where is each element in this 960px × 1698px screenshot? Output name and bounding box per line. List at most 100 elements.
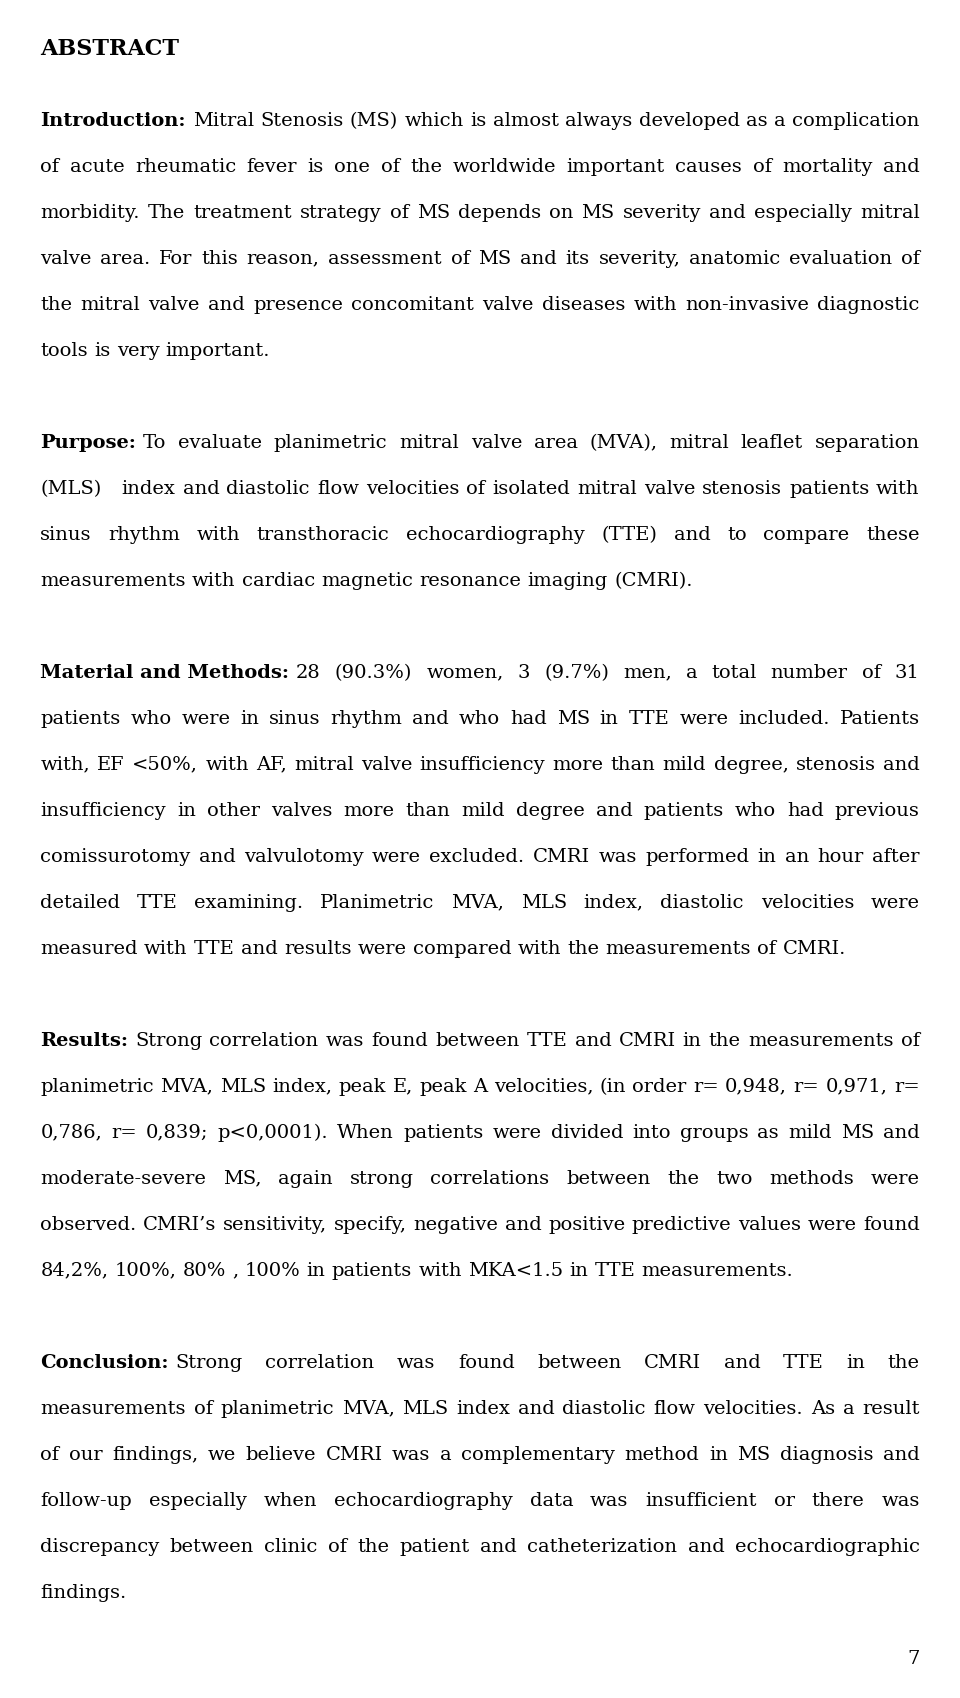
Text: Strong: Strong (135, 1032, 203, 1049)
Text: in: in (757, 847, 777, 866)
Text: complementary: complementary (461, 1445, 615, 1464)
Text: Stenosis: Stenosis (260, 112, 344, 129)
Text: correlation: correlation (265, 1353, 374, 1372)
Text: area.: area. (101, 250, 151, 268)
Text: were: were (357, 939, 407, 958)
Text: a: a (440, 1445, 451, 1464)
Text: of: of (40, 1445, 60, 1464)
Text: between: between (566, 1170, 651, 1187)
Text: 7: 7 (907, 1650, 920, 1667)
Text: p<0,0001).: p<0,0001). (218, 1124, 328, 1141)
Text: between: between (435, 1032, 519, 1049)
Text: fever: fever (247, 158, 298, 175)
Text: developed: developed (638, 112, 740, 129)
Text: its: its (565, 250, 589, 268)
Text: men,: men, (623, 664, 672, 681)
Text: leaflet: leaflet (741, 433, 803, 452)
Text: insufficiency: insufficiency (40, 801, 166, 820)
Text: result: result (862, 1399, 920, 1418)
Text: (CMRI).: (CMRI). (614, 572, 692, 589)
Text: index: index (456, 1399, 510, 1418)
Text: correlations: correlations (430, 1170, 549, 1187)
Text: with: with (197, 526, 240, 543)
Text: strong: strong (349, 1170, 414, 1187)
Text: rhythm: rhythm (108, 526, 180, 543)
Text: and: and (596, 801, 633, 820)
Text: (90.3%): (90.3%) (335, 664, 412, 681)
Text: MLS: MLS (220, 1078, 266, 1095)
Text: assessment: assessment (328, 250, 442, 268)
Text: For: For (159, 250, 193, 268)
Text: important: important (566, 158, 665, 175)
Text: after: after (873, 847, 920, 866)
Text: mitral: mitral (81, 295, 140, 314)
Text: negative: negative (413, 1216, 498, 1234)
Text: diagnosis: diagnosis (780, 1445, 874, 1464)
Text: total: total (711, 664, 756, 681)
Text: a: a (775, 112, 786, 129)
Text: as: as (757, 1124, 780, 1141)
Text: velocities,: velocities, (493, 1078, 593, 1095)
Text: MS: MS (737, 1445, 770, 1464)
Text: very: very (117, 341, 159, 360)
Text: rhythm: rhythm (330, 710, 402, 728)
Text: rheumatic: rheumatic (135, 158, 236, 175)
Text: was: was (881, 1491, 920, 1510)
Text: of: of (381, 158, 399, 175)
Text: treatment: treatment (193, 204, 292, 222)
Text: measurements: measurements (40, 572, 186, 589)
Text: CMRI: CMRI (325, 1445, 383, 1464)
Text: we: we (207, 1445, 236, 1464)
Text: of: of (757, 939, 777, 958)
Text: E,: E, (393, 1078, 413, 1095)
Text: When: When (337, 1124, 394, 1141)
Text: examining.: examining. (195, 893, 303, 912)
Text: echocardiographic: echocardiographic (734, 1538, 920, 1555)
Text: TTE: TTE (783, 1353, 824, 1372)
Text: and: and (883, 756, 920, 774)
Text: with: with (205, 756, 249, 774)
Text: measurements: measurements (606, 939, 751, 958)
Text: in: in (600, 710, 618, 728)
Text: complication: complication (792, 112, 920, 129)
Text: especially: especially (149, 1491, 247, 1510)
Text: believe: believe (246, 1445, 316, 1464)
Text: of: of (390, 204, 409, 222)
Text: (MVA),: (MVA), (589, 433, 658, 452)
Text: and: and (480, 1538, 517, 1555)
Text: The: The (148, 204, 185, 222)
Text: degree,: degree, (713, 756, 788, 774)
Text: the: the (357, 1538, 390, 1555)
Text: patients: patients (40, 710, 121, 728)
Text: in: in (306, 1262, 325, 1280)
Text: mitral: mitral (577, 479, 636, 498)
Text: index,: index, (273, 1078, 332, 1095)
Text: divided: divided (550, 1124, 623, 1141)
Text: patient: patient (399, 1538, 470, 1555)
Text: these: these (866, 526, 920, 543)
Text: the: the (888, 1353, 920, 1372)
Text: with: with (517, 939, 562, 958)
Text: of: of (900, 250, 920, 268)
Text: the: the (667, 1170, 699, 1187)
Text: into: into (632, 1124, 671, 1141)
Text: there: there (812, 1491, 864, 1510)
Text: imaging: imaging (528, 572, 608, 589)
Text: were: were (871, 1170, 920, 1187)
Text: included.: included. (738, 710, 829, 728)
Text: mild: mild (462, 801, 505, 820)
Text: who: who (131, 710, 172, 728)
Text: two: two (716, 1170, 753, 1187)
Text: a: a (685, 664, 697, 681)
Text: (MLS): (MLS) (40, 479, 102, 498)
Text: echocardiography: echocardiography (334, 1491, 513, 1510)
Text: almost: almost (492, 112, 559, 129)
Text: tools: tools (40, 341, 88, 360)
Text: and: and (724, 1353, 760, 1372)
Text: CMRI: CMRI (644, 1353, 701, 1372)
Text: patients: patients (403, 1124, 484, 1141)
Text: with,: with, (40, 756, 90, 774)
Text: especially: especially (754, 204, 852, 222)
Text: flow: flow (654, 1399, 696, 1418)
Text: in: in (240, 710, 259, 728)
